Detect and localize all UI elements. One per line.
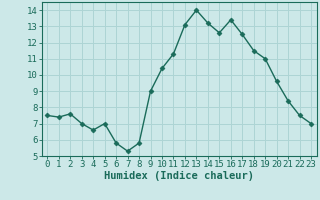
X-axis label: Humidex (Indice chaleur): Humidex (Indice chaleur) — [104, 171, 254, 181]
